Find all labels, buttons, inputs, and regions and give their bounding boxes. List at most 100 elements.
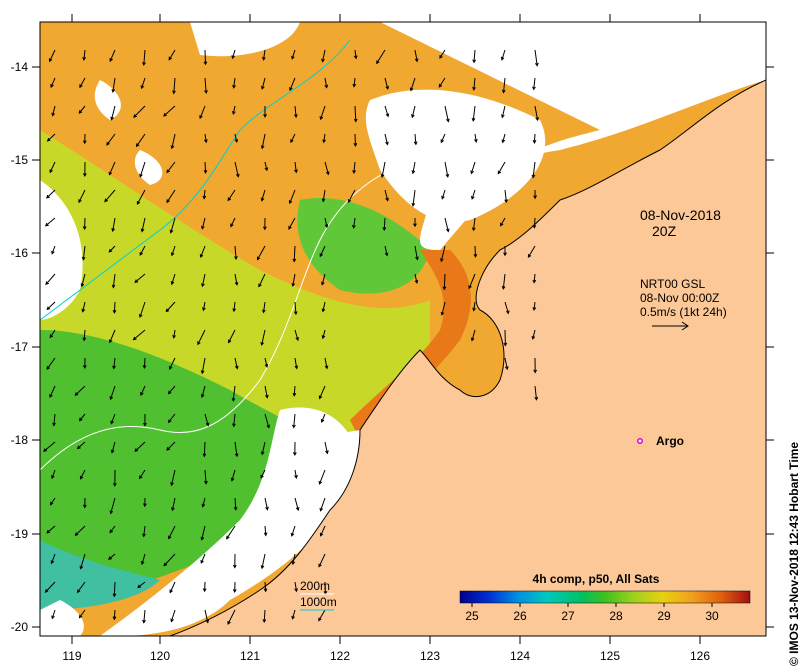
- current-arrow-head: [471, 195, 475, 200]
- argo-float-marker: [637, 438, 643, 444]
- current-arrow-head: [321, 335, 326, 340]
- current-arrow-head: [234, 365, 239, 370]
- current-arrow: [109, 49, 116, 62]
- current-arrow-head: [202, 588, 207, 593]
- x-tick-label: 126: [690, 649, 710, 663]
- current-arrow: [173, 329, 176, 338]
- current-arrow-head: [172, 90, 176, 95]
- current-arrow-head: [294, 474, 298, 480]
- current-arrow-head: [500, 56, 505, 61]
- current-arrow-head: [137, 584, 142, 589]
- current-arrow: [202, 301, 206, 311]
- current-arrow-head: [353, 118, 358, 123]
- current-arrow-head: [199, 115, 203, 120]
- current-arrow-head: [82, 56, 87, 61]
- current-arrow-head: [139, 252, 143, 256]
- current-arrow-head: [235, 173, 240, 178]
- current-arrow-head: [167, 390, 172, 395]
- current-arrow: [294, 161, 297, 173]
- current-arrow-head: [504, 199, 508, 204]
- current-arrow-head: [134, 279, 139, 283]
- current-arrow-head: [111, 89, 116, 94]
- current-arrow-head: [318, 480, 323, 485]
- current-arrow-head: [318, 395, 323, 400]
- current-arrow: [468, 273, 476, 289]
- current-arrow: [49, 385, 56, 398]
- current-arrow-head: [74, 392, 79, 396]
- current-arrow-head: [294, 169, 298, 174]
- current-arrow-head: [168, 535, 172, 540]
- current-arrow: [79, 77, 86, 88]
- current-arrow-head: [234, 281, 239, 286]
- current-arrow-head: [474, 138, 478, 143]
- current-arrow-head: [440, 311, 445, 316]
- current-arrow: [534, 49, 538, 66]
- current-arrow: [112, 217, 116, 232]
- current-arrow: [168, 525, 176, 539]
- current-arrow: [527, 245, 536, 258]
- current-arrow: [318, 609, 326, 621]
- current-arrow: [497, 161, 506, 174]
- current-arrow-head: [201, 283, 205, 288]
- current-arrow-head: [82, 226, 87, 231]
- current-arrow: [74, 385, 86, 396]
- current-arrow: [534, 385, 537, 400]
- current-arrow-head: [106, 141, 110, 146]
- date-label: 08-Nov-2018: [640, 207, 721, 223]
- current-arrow: [106, 133, 116, 146]
- current-arrow-head: [52, 422, 56, 427]
- current-arrow-head: [45, 281, 49, 286]
- current-arrow-head: [142, 619, 146, 624]
- current-arrow-head: [112, 616, 117, 621]
- current-arrow: [473, 217, 476, 231]
- current-arrow-head: [143, 503, 147, 508]
- current-arrow: [51, 553, 56, 564]
- current-arrow: [171, 469, 176, 486]
- current-arrow: [233, 77, 236, 88]
- current-arrow-head: [414, 58, 419, 63]
- current-arrow: [263, 301, 266, 313]
- current-arrow-head: [46, 306, 51, 311]
- current-arrow-head: [140, 392, 144, 397]
- current-arrow-head: [292, 452, 297, 457]
- current-arrow: [171, 133, 176, 149]
- current-arrow-head: [233, 506, 238, 511]
- current-arrow: [472, 105, 476, 121]
- current-arrow-head: [82, 504, 87, 509]
- current-arrow-head: [226, 535, 230, 540]
- current-arrow: [45, 217, 56, 227]
- current-arrow: [79, 609, 86, 618]
- current-arrow-head: [413, 223, 417, 228]
- current-arrow-head: [81, 256, 86, 261]
- current-arrow-head: [142, 62, 146, 67]
- current-arrow: [474, 245, 476, 257]
- current-arrow: [139, 245, 146, 256]
- x-tick-label: 119: [62, 649, 81, 663]
- current-arrow-head: [321, 281, 325, 286]
- current-arrow-head: [293, 114, 298, 119]
- current-arrow-head: [49, 501, 54, 506]
- current-arrow: [324, 441, 328, 454]
- current-arrow: [440, 245, 446, 262]
- current-arrow: [113, 357, 116, 369]
- current-arrow: [227, 609, 236, 625]
- current-arrow: [412, 161, 416, 174]
- current-arrow-head: [264, 363, 269, 368]
- current-arrow: [53, 413, 56, 426]
- current-arrow-head: [44, 589, 49, 593]
- current-arrow: [470, 161, 476, 174]
- current-arrow: [171, 273, 176, 285]
- current-arrow-head: [228, 339, 232, 344]
- current-arrow-head: [531, 335, 536, 340]
- current-arrow-head: [414, 279, 419, 284]
- current-arrow-head: [230, 223, 234, 228]
- current-arrow-head: [319, 507, 324, 512]
- credit-line: © IMOS 13-Nov-2018 12:43 Hobart Time: [787, 442, 801, 666]
- current-arrow: [201, 273, 206, 287]
- current-arrow: [233, 301, 236, 312]
- current-arrow: [384, 105, 389, 117]
- current-arrow: [384, 77, 389, 90]
- current-arrow-head: [202, 195, 207, 200]
- current-arrow-head: [413, 141, 418, 146]
